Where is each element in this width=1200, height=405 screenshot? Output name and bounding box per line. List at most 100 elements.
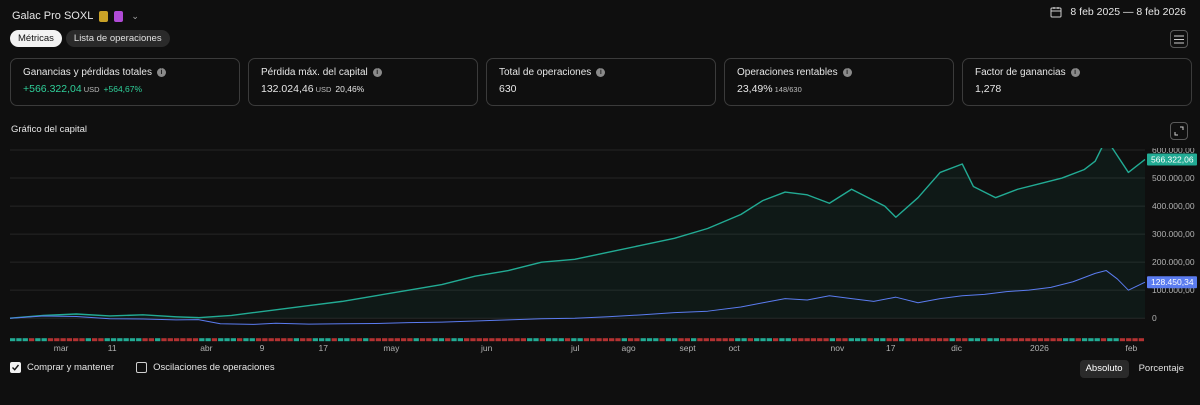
y-tick-label: 500.000,00 <box>1152 173 1195 183</box>
trade-result-bar <box>363 338 369 342</box>
trade-result-bar <box>703 338 709 342</box>
trade-result-bar <box>28 338 35 342</box>
trade-result-bar <box>1063 338 1069 342</box>
trade-result-bar <box>199 338 205 342</box>
trade-result-bar <box>1094 338 1100 342</box>
info-icon[interactable]: i <box>156 68 166 77</box>
strategy-header[interactable]: Galac Pro SOXL ⌄ <box>12 8 139 24</box>
trade-result-bar <box>539 338 545 342</box>
trade-swings-checkbox[interactable]: Oscilaciones de operaciones <box>136 362 275 373</box>
date-range-text: 8 feb 2025 — 8 feb 2026 <box>1070 6 1186 18</box>
card-value: 23,49% <box>737 83 773 95</box>
chevron-down-icon[interactable]: ⌄ <box>131 10 139 21</box>
menu-button[interactable] <box>1170 30 1188 48</box>
trade-result-bar <box>747 338 754 342</box>
card-profitable-trades: Operaciones rentables i 23,49% 148/630 <box>724 58 954 106</box>
trade-result-bar <box>148 338 155 342</box>
trade-result-bar <box>300 338 306 342</box>
card-title: Factor de ganancias <box>975 67 1066 78</box>
trade-result-bar <box>564 338 571 342</box>
trade-result-bar <box>993 338 999 342</box>
trade-result-bar <box>949 338 955 342</box>
trade-result-bar <box>1126 338 1132 342</box>
trade-result-bar <box>438 338 445 342</box>
calendar-icon <box>1050 7 1062 18</box>
trade-result-bar <box>955 338 962 342</box>
trade-result-bar <box>211 338 218 342</box>
trade-result-bar <box>325 338 331 342</box>
view-tabs: Métricas Lista de operaciones <box>10 30 170 47</box>
trade-result-bar <box>155 338 161 342</box>
trade-result-bar <box>10 338 16 342</box>
last-value-badge <box>1147 276 1197 289</box>
trade-result-bar <box>249 338 255 342</box>
trade-result-bar <box>205 338 211 342</box>
trade-result-bar <box>646 338 653 342</box>
trade-result-bar <box>445 338 451 342</box>
trade-result-bar <box>999 338 1006 342</box>
trade-result-bar <box>60 338 66 342</box>
trade-result-bar <box>709 338 716 342</box>
trade-result-bar <box>508 338 514 342</box>
trade-result-bar <box>66 338 73 342</box>
trade-result-bar <box>697 338 703 342</box>
trade-result-bar <box>1050 338 1056 342</box>
info-icon[interactable]: i <box>372 68 382 77</box>
trade-result-bar <box>602 338 609 342</box>
trade-result-bar <box>224 338 230 342</box>
percent-button[interactable]: Porcentaje <box>1138 363 1184 374</box>
x-tick-label: 17 <box>886 343 896 353</box>
trade-result-bar <box>520 338 527 342</box>
x-tick-label: mar <box>54 343 69 353</box>
expand-button[interactable] <box>1170 122 1188 140</box>
equity-chart[interactable]: 0 100.000,00 200.000,00 300.000,00 400.000,0… <box>0 148 1200 358</box>
trade-result-bar <box>451 338 457 342</box>
trade-result-bar <box>842 338 848 342</box>
trade-result-bar <box>482 338 489 342</box>
trade-result-bar <box>684 338 690 342</box>
trade-result-bar <box>653 338 659 342</box>
trade-result-bar <box>590 338 596 342</box>
trade-result-bar <box>918 338 924 342</box>
trade-result-bar <box>123 338 129 342</box>
trade-result-bar <box>609 338 615 342</box>
trade-result-bar <box>527 338 533 342</box>
equity-area <box>10 148 1145 319</box>
tab-trade-list[interactable]: Lista de operaciones <box>65 30 170 47</box>
trade-result-bar <box>192 338 199 342</box>
trade-result-bar <box>1100 338 1107 342</box>
trade-result-bar <box>728 338 735 342</box>
buy-hold-checkbox[interactable]: Comprar y mantener <box>10 362 114 373</box>
tab-metrics[interactable]: Métricas <box>10 30 62 47</box>
date-range-picker[interactable]: 8 feb 2025 — 8 feb 2026 <box>1050 6 1186 18</box>
trade-result-bar <box>829 338 836 342</box>
trade-result-bar <box>1113 338 1119 342</box>
trade-result-bar <box>1119 338 1126 342</box>
info-icon[interactable]: i <box>596 68 606 77</box>
card-value: 1,278 <box>975 83 1002 95</box>
trade-result-bar <box>35 338 41 342</box>
trade-result-bar <box>810 338 817 342</box>
info-icon[interactable]: i <box>842 68 852 77</box>
trade-result-bar <box>382 338 388 342</box>
buy-hold-label: Comprar y mantener <box>27 362 115 373</box>
x-tick-label: 2026 <box>1030 343 1049 353</box>
card-total-pnl: Ganancias y pérdidas totales i +566.322,0… <box>10 58 240 106</box>
x-tick-label: feb <box>1125 343 1137 353</box>
trade-result-bar <box>533 338 539 342</box>
info-icon[interactable]: i <box>1070 68 1080 77</box>
absolute-button[interactable]: Absoluto <box>1079 360 1129 378</box>
trade-result-bar <box>356 338 363 342</box>
trade-result-bar <box>545 338 552 342</box>
trade-result-bar <box>552 338 558 342</box>
trade-result-bar <box>886 338 892 342</box>
trade-result-bar <box>1088 338 1094 342</box>
card-extra: 20,46% <box>335 84 365 94</box>
trade-result-bar <box>1037 338 1044 342</box>
card-value: +566.322,04 <box>23 83 82 95</box>
trade-result-bar <box>621 338 627 342</box>
trade-result-bar <box>426 338 432 342</box>
trade-result-bar <box>331 338 337 342</box>
trade-result-bar <box>911 338 917 342</box>
x-tick-label: nov <box>831 343 845 353</box>
